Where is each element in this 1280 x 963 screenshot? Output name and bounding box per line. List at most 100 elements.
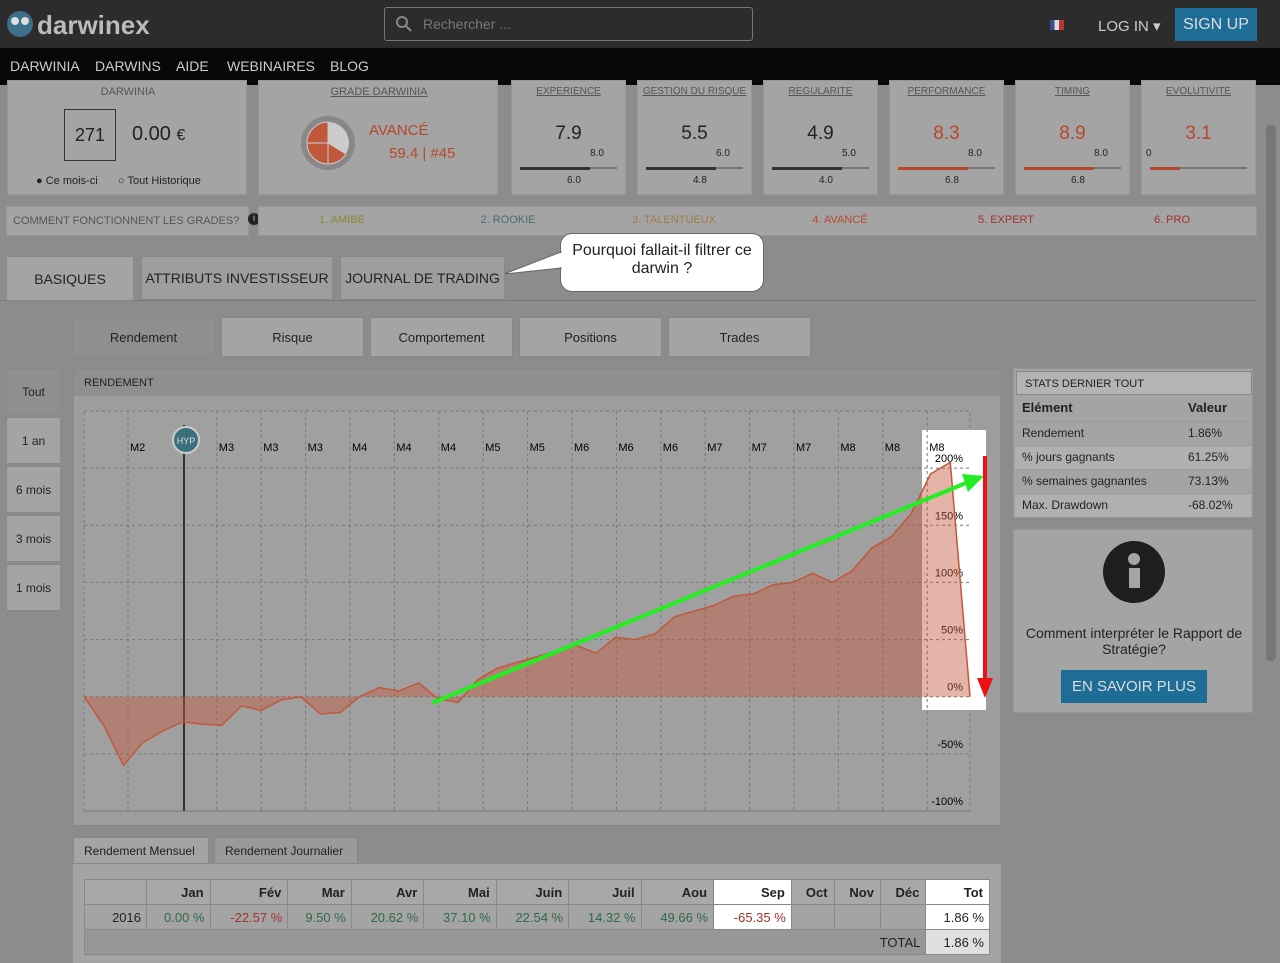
search-icon (396, 16, 412, 32)
stats-row (1015, 493, 1251, 517)
line (83, 461, 971, 767)
metric-fill (772, 167, 842, 170)
metric-label: EVOLUTIVITE (1165, 86, 1231, 97)
info-button[interactable]: EN SAVOIR PLUS (1061, 670, 1207, 703)
area (84, 462, 970, 766)
info-icon: i (248, 213, 260, 225)
monthly-table: Jan Fév Mar Avr Mai Juin Juil Aou Sep Oct Nov Déc To… (83, 879, 990, 955)
nav-item[interactable]: AIDE (176, 58, 209, 74)
grades-question[interactable]: COMMENT FONCTIONNENT LES GRADES? (6, 206, 249, 236)
period-button[interactable]: Tout (6, 368, 61, 415)
monthly-tab[interactable]: Rendement Mensuel (73, 837, 209, 864)
x-tick-label: M4 (441, 442, 456, 454)
x-tick-label: M7 (796, 442, 811, 454)
period-button[interactable]: 1 mois (6, 564, 61, 611)
stats-row (1015, 421, 1251, 445)
metric-value: 8.9 (1059, 123, 1086, 144)
option[interactable]: ○ Tout Historique (118, 175, 201, 187)
grade-step[interactable]: 4. AVANCÉ (812, 214, 868, 226)
logo[interactable]: darwinex (37, 10, 150, 40)
value-cell: 0.00 % (146, 904, 211, 930)
period-button[interactable]: 1 an (6, 417, 61, 464)
logo-icon (7, 11, 33, 37)
flag[interactable] (1050, 20, 1064, 30)
value-cell: 20.62 % (350, 904, 425, 930)
x-tick-label: M8 (840, 442, 855, 454)
x-tick-label: M8 (929, 442, 944, 454)
scrollbar (1266, 125, 1276, 661)
tab[interactable]: ATTRIBUTS INVESTISSEUR (141, 256, 333, 300)
stats-row (1015, 469, 1251, 493)
metric-fill (520, 167, 590, 170)
period-button[interactable]: 3 mois (6, 515, 61, 562)
card-label: GRADE DARWINIA (330, 86, 428, 98)
metric-card: REGULARITE 4.9 5.0 4.0 (763, 80, 878, 195)
x-tick-label: M3 (263, 442, 278, 454)
option[interactable]: ● Ce mois-ci (36, 175, 98, 187)
search-box[interactable]: Rechercher ... (384, 7, 753, 41)
subtab[interactable]: Comportement (370, 317, 513, 357)
header-row: Jan Fév Mar Avr Mai Juin Juil Aou Sep Oct Nov Déc To… (84, 879, 990, 905)
grade-step[interactable]: 2. ROOKIE (480, 214, 536, 226)
grade-step[interactable]: 6. PRO (1153, 214, 1191, 226)
header-cell: Oct (790, 879, 835, 905)
rank: 271 (64, 109, 116, 161)
grade-step[interactable]: 1. AMIBE (319, 214, 365, 226)
metric-top: 6.0 (716, 148, 730, 159)
header-cell: Nov (833, 879, 881, 905)
value-number: 0.00 (132, 123, 171, 145)
metric-fill (1150, 167, 1180, 170)
monthly-tab[interactable]: Rendement Journalier (214, 837, 358, 864)
nav-item[interactable]: BLOG (330, 58, 369, 74)
subtab[interactable]: Trades (668, 317, 811, 357)
marker-label: HYP (177, 436, 196, 446)
value-cell: -65.35 % (713, 904, 792, 930)
currency: € (176, 127, 186, 144)
signup-button[interactable]: SIGN UP (1175, 8, 1257, 41)
tab[interactable]: BASIQUES (6, 256, 134, 301)
login-text: LOG IN (1098, 18, 1149, 35)
login[interactable]: LOG IN ▾ (1098, 18, 1161, 35)
period-button[interactable]: 6 mois (6, 466, 61, 513)
stats-header: Valeur (1188, 400, 1228, 415)
top-bar: darwinex Rechercher ... LOG IN ▾ SIGN UP (0, 0, 1280, 48)
option-text: Ce mois-ci (45, 175, 98, 187)
data-row: 2016 0.00 % -22.57 % 9.50 % 20.62 % 37.10 % 22… (84, 904, 990, 930)
nav-bar: DARWINIA DARWINS AIDE WEBINAIRES BLOG (0, 48, 1280, 85)
value-cell (790, 904, 835, 930)
header-cell: Mar (287, 879, 352, 905)
metric-top: 0 (1146, 148, 1152, 159)
tabs-line (0, 300, 1257, 301)
callout-pointer (503, 251, 563, 275)
plot-area (83, 410, 971, 812)
subtab[interactable]: Risque (221, 317, 364, 357)
stats-title: STATS DERNIER TOUT (1016, 371, 1252, 395)
x-tick-label: M3 (308, 442, 323, 454)
darwinia-card: DARWINIA 271 0.00 € ● Ce mois-ci ○ Tout … (7, 80, 247, 195)
metric-bottom: 4.0 (819, 175, 833, 186)
x-tick-label: M4 (352, 442, 367, 454)
metric-top: 5.0 (842, 148, 856, 159)
tab[interactable]: JOURNAL DE TRADING (340, 256, 505, 300)
green-arrow (431, 481, 967, 705)
subtab[interactable]: Rendement (72, 317, 215, 357)
metric-value: 8.3 (933, 123, 960, 144)
total-row: TOTAL 1.86 % (83, 929, 990, 955)
metric-label: GESTION DU RISQUE (642, 86, 747, 97)
value-cell: 14.32 % (568, 904, 642, 930)
nav-item[interactable]: DARWINS (95, 58, 161, 74)
y-tick-label: 100% (935, 567, 963, 579)
x-tick-label: M7 (752, 442, 767, 454)
x-tick-label: M2 (130, 442, 145, 454)
x-tick-label: M5 (530, 442, 545, 454)
x-tick-label: M3 (219, 442, 234, 454)
grade-step[interactable]: 5. EXPERT (977, 214, 1035, 226)
nav-item[interactable]: DARWINIA (10, 58, 80, 74)
nav-item[interactable]: WEBINAIRES (227, 58, 315, 74)
value: 0.00 € (132, 123, 185, 146)
grade-step[interactable]: 3. TALENTUEUX (632, 214, 716, 226)
stats-cell: -68.02% (1188, 498, 1233, 512)
stats-cell: % jours gagnants (1022, 450, 1115, 464)
subtab[interactable]: Positions (519, 317, 662, 357)
chart-title: RENDEMENT (74, 369, 1000, 396)
